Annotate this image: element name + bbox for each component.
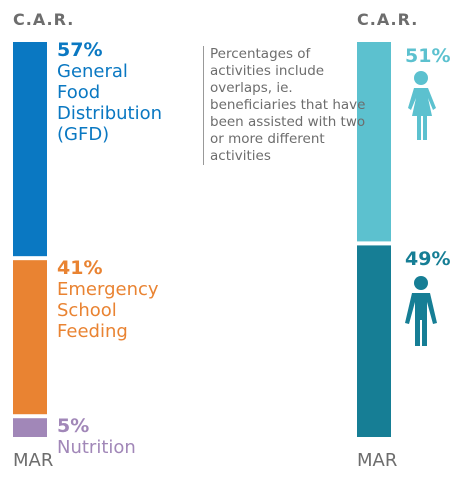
man-icon (405, 276, 437, 346)
x-label: MAR (357, 450, 398, 471)
category-label: General Food Distribution (GFD) (57, 61, 163, 145)
bar-segment (357, 42, 391, 242)
category-label: Emergency School Feeding (57, 279, 159, 343)
value-label: 57% (57, 39, 103, 61)
bar-segment (13, 260, 47, 415)
segment-label: 51% (405, 46, 450, 67)
bar-segment (13, 42, 47, 257)
segment-label: 57% General Food Distribution (GFD) (57, 39, 163, 146)
annotation: Percentages of activities include overla… (203, 46, 370, 165)
x-label: MAR (13, 450, 54, 471)
value-label: 5% (57, 415, 90, 438)
value-label: 49% (405, 248, 451, 271)
bar-segment (13, 418, 47, 437)
chart-title: C.A.R. (357, 10, 419, 29)
value-label: 41% (57, 257, 103, 280)
value-label: 51% (405, 45, 451, 67)
chart-title: C.A.R. (13, 10, 75, 29)
category-label: Nutrition (57, 437, 136, 459)
segment-label: 5% Nutrition (57, 415, 136, 459)
segment-label: 49% (405, 249, 450, 270)
segment-label: 41% Emergency School Feeding (57, 257, 159, 343)
woman-icon (408, 71, 436, 140)
bar-segment (357, 245, 391, 437)
